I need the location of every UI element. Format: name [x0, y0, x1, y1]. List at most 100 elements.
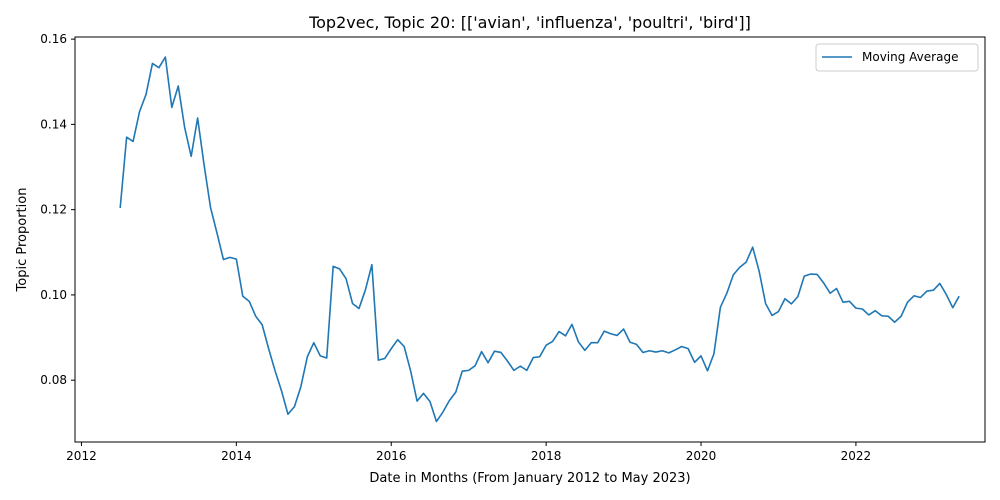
data-point	[416, 400, 418, 402]
data-point	[442, 411, 444, 413]
y-axis-label: Topic Proportion	[15, 188, 30, 293]
data-point	[210, 207, 212, 209]
data-point	[616, 335, 618, 337]
data-point	[707, 370, 709, 372]
data-point	[558, 331, 560, 333]
data-point	[745, 261, 747, 263]
data-point	[281, 390, 283, 392]
y-axis: 0.08 0.10 0.12 0.14 0.16	[40, 32, 75, 387]
data-point	[384, 358, 386, 360]
data-point	[952, 307, 954, 309]
data-point	[623, 328, 625, 330]
data-point	[429, 401, 431, 403]
chart-title: Top2vec, Topic 20: [['avian', 'influenza…	[308, 13, 751, 32]
data-point	[797, 296, 799, 298]
data-point	[171, 107, 173, 109]
data-point	[294, 406, 296, 408]
data-point	[578, 341, 580, 343]
data-point	[126, 136, 128, 138]
data-point	[713, 353, 715, 355]
data-point	[855, 307, 857, 309]
data-point	[526, 370, 528, 372]
data-point	[145, 94, 147, 96]
data-point	[403, 346, 405, 348]
data-point	[461, 370, 463, 372]
data-point	[733, 274, 735, 276]
data-point	[410, 370, 412, 372]
data-point	[345, 278, 347, 280]
data-point	[352, 303, 354, 305]
data-point	[177, 85, 179, 87]
data-point	[365, 289, 367, 291]
data-point	[390, 348, 392, 350]
data-point	[674, 349, 676, 351]
data-point	[862, 308, 864, 310]
y-tick-label: 0.16	[40, 32, 67, 46]
data-point	[236, 258, 238, 260]
data-point	[842, 301, 844, 303]
data-point	[494, 350, 496, 352]
data-point	[332, 266, 334, 268]
data-point	[758, 270, 760, 272]
data-point	[152, 63, 154, 65]
data-point	[436, 421, 438, 423]
data-point	[752, 246, 754, 248]
data-point	[326, 357, 328, 359]
legend-label: Moving Average	[862, 50, 958, 64]
data-point	[532, 357, 534, 359]
data-point	[810, 273, 812, 275]
data-point	[229, 257, 231, 259]
data-point	[184, 127, 186, 129]
x-axis-label: Date in Months (From January 2012 to May…	[369, 471, 690, 486]
data-point	[655, 351, 657, 353]
x-tick-label: 2018	[531, 449, 562, 463]
y-tick-label: 0.14	[40, 117, 67, 131]
data-point	[487, 362, 489, 364]
data-point	[681, 346, 683, 348]
data-point	[874, 310, 876, 312]
data-point	[629, 341, 631, 343]
data-point	[268, 348, 270, 350]
data-point	[242, 295, 244, 297]
x-axis: 2012 2014 2016 2018 2020 2022	[66, 442, 871, 463]
x-tick-label: 2012	[66, 449, 97, 463]
data-point	[894, 321, 896, 323]
y-tick-label: 0.08	[40, 373, 67, 387]
data-point	[881, 315, 883, 317]
data-point	[158, 67, 160, 69]
data-point	[726, 292, 728, 294]
data-point	[668, 352, 670, 354]
plot-background	[75, 37, 985, 442]
data-point	[339, 268, 341, 270]
data-point	[636, 344, 638, 346]
series-layer	[119, 56, 960, 423]
data-point	[771, 315, 773, 317]
data-point	[765, 303, 767, 305]
data-point	[694, 361, 696, 363]
x-tick-label: 2022	[841, 449, 872, 463]
data-point	[868, 314, 870, 316]
data-point	[610, 333, 612, 335]
data-point	[700, 355, 702, 357]
data-point	[307, 356, 309, 358]
data-point	[300, 386, 302, 388]
data-point	[849, 301, 851, 303]
data-point	[481, 351, 483, 353]
data-point	[513, 370, 515, 372]
data-point	[139, 111, 141, 113]
data-point	[565, 335, 567, 337]
data-point	[662, 350, 664, 352]
data-point	[913, 295, 915, 297]
data-point	[378, 359, 380, 361]
data-point	[223, 259, 225, 261]
data-point	[816, 274, 818, 276]
data-point	[933, 289, 935, 291]
data-point	[778, 311, 780, 313]
data-point	[274, 370, 276, 372]
data-point	[836, 288, 838, 290]
data-point	[597, 342, 599, 344]
data-point	[190, 156, 192, 158]
data-point	[649, 350, 651, 352]
data-point	[907, 301, 909, 303]
